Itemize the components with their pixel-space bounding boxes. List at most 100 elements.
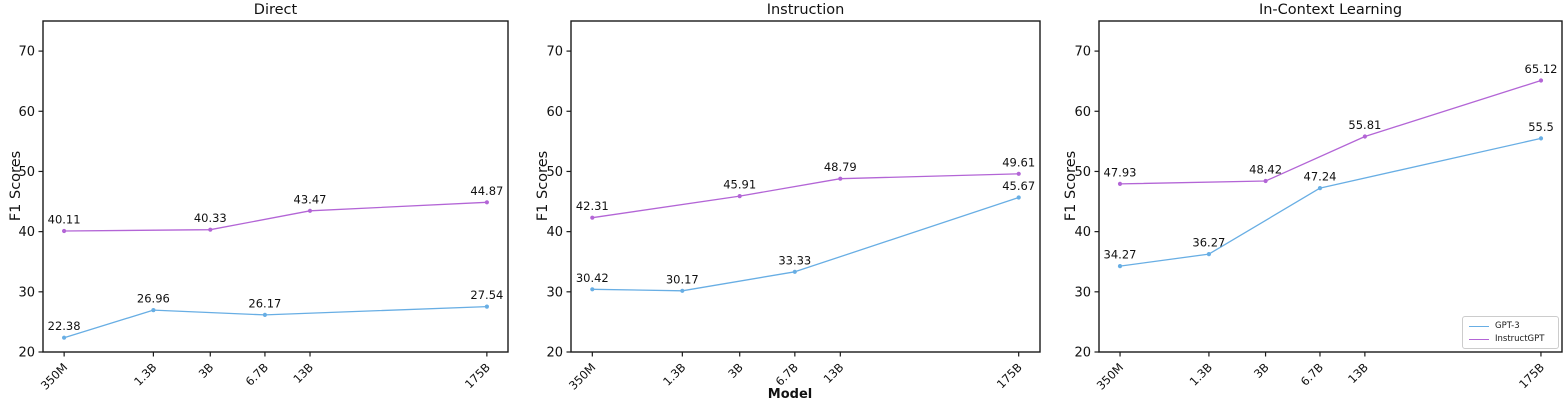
y-tick-label: 50	[18, 165, 35, 180]
x-axis-label-model: Model	[767, 387, 813, 402]
data-point-marker	[151, 308, 156, 313]
series-line-InstructGPT	[1119, 79, 1542, 185]
value-label: 22.38	[48, 319, 81, 333]
x-tick-label: 3B	[1251, 360, 1272, 381]
value-label: 30.17	[666, 272, 699, 286]
plot-frame	[1098, 20, 1563, 353]
legend-label-gpt3: GPT-3	[1495, 321, 1520, 331]
panel-title-instruction: Instruction	[766, 2, 845, 18]
y-tick-label: 30	[18, 285, 35, 300]
series-line-InstructGPT	[592, 173, 1019, 219]
x-tick-label: 6.7B	[773, 360, 801, 388]
series-line-GPT-3	[1119, 137, 1542, 267]
y-axis-label-panel1: F1 Scores	[8, 150, 24, 222]
value-label: 55.5	[1528, 120, 1554, 134]
x-tick-label: 175B	[1516, 360, 1547, 391]
y-tick-label: 30	[1074, 285, 1091, 300]
value-label: 49.61	[1002, 155, 1035, 169]
y-tick-label: 50	[546, 165, 563, 180]
data-point-marker	[208, 227, 213, 232]
x-tick-label: 1.3B	[131, 360, 159, 388]
value-label: 30.42	[576, 271, 609, 285]
y-tick-label: 50	[1074, 165, 1091, 180]
value-label: 43.47	[294, 192, 327, 206]
panel-title-direct: Direct	[253, 2, 298, 18]
x-tick-label: 175B	[462, 360, 493, 391]
y-tick-label: 60	[1074, 105, 1091, 120]
y-tick-label: 30	[546, 285, 563, 300]
series-line-InstructGPT	[64, 201, 487, 232]
data-point-marker	[1117, 264, 1123, 269]
x-tick-label: 1.3B	[660, 360, 688, 388]
legend-line-sample-instructgpt	[1469, 338, 1489, 340]
x-tick-label: 13B	[821, 360, 847, 386]
legend-label-instructgpt: InstructGPT	[1495, 334, 1545, 344]
x-tick-label: 175B	[994, 360, 1025, 391]
plot-frame	[570, 20, 1041, 353]
y-axis-label-panel2: F1 Scores	[535, 150, 551, 222]
value-label: 48.79	[824, 160, 857, 174]
data-point-marker	[1016, 171, 1021, 176]
y-tick-label: 70	[546, 45, 563, 60]
y-tick-label: 60	[546, 105, 563, 120]
data-point-marker	[484, 200, 489, 205]
value-label: 27.54	[470, 288, 503, 302]
data-point-marker	[1538, 136, 1544, 141]
value-label: 40.11	[48, 213, 81, 227]
y-tick-label: 60	[18, 105, 35, 120]
data-point-marker	[62, 228, 67, 234]
panel-title-in-context-learning: In-Context Learning	[1258, 2, 1403, 18]
value-label: 65.12	[1525, 62, 1558, 76]
x-tick-label: 13B	[290, 360, 316, 386]
data-point-marker	[1263, 178, 1268, 184]
value-label: 40.33	[194, 211, 227, 225]
value-label: 33.33	[778, 253, 811, 267]
x-tick-label: 350M	[1094, 360, 1126, 392]
data-point-marker	[484, 304, 489, 309]
data-point-marker	[590, 215, 595, 220]
value-label: 34.27	[1104, 248, 1137, 262]
data-point-marker	[1538, 78, 1544, 83]
legend-entry-instructgpt: InstructGPT	[1469, 334, 1552, 344]
data-point-marker	[262, 312, 267, 317]
data-point-marker	[62, 335, 67, 340]
x-tick-label: 350M	[38, 360, 70, 392]
value-label: 45.91	[723, 178, 756, 192]
value-label: 26.96	[137, 292, 170, 306]
series-line-GPT-3	[592, 196, 1019, 292]
x-tick-label: 3B	[725, 360, 746, 381]
plot-frame	[42, 20, 509, 353]
y-tick-label: 20	[18, 346, 35, 361]
series-line-GPT-3	[63, 305, 487, 339]
data-point-marker	[1362, 134, 1367, 139]
data-point-marker	[1317, 186, 1323, 191]
y-tick-label: 70	[18, 45, 35, 60]
value-label: 36.27	[1192, 236, 1225, 250]
legend-box: GPT-3 InstructGPT	[1462, 316, 1559, 349]
data-point-marker	[680, 288, 685, 293]
data-point-marker	[792, 269, 797, 274]
y-tick-label: 70	[1074, 45, 1091, 60]
data-point-marker	[1117, 181, 1123, 186]
y-tick-label: 40	[1074, 225, 1091, 240]
y-tick-label: 40	[18, 225, 35, 240]
x-tick-label: 6.7B	[1298, 360, 1326, 388]
data-point-marker	[590, 287, 595, 292]
x-tick-label: 1.3B	[1187, 360, 1215, 388]
y-tick-label: 40	[546, 225, 563, 240]
y-tick-label: 20	[546, 346, 563, 361]
value-label: 47.93	[1104, 165, 1137, 179]
legend-line-sample-gpt3	[1469, 325, 1489, 327]
value-label: 55.81	[1348, 118, 1381, 132]
x-tick-label: 3B	[196, 360, 217, 381]
data-point-marker	[1206, 252, 1211, 257]
data-point-marker	[737, 194, 742, 199]
x-tick-label: 6.7B	[243, 360, 271, 388]
x-tick-label: 350M	[566, 360, 598, 392]
data-point-marker	[1016, 195, 1021, 200]
data-point-marker	[838, 176, 843, 181]
value-label: 44.87	[470, 184, 503, 198]
legend-entry-gpt3: GPT-3	[1469, 321, 1552, 331]
x-tick-label: 13B	[1345, 360, 1371, 386]
